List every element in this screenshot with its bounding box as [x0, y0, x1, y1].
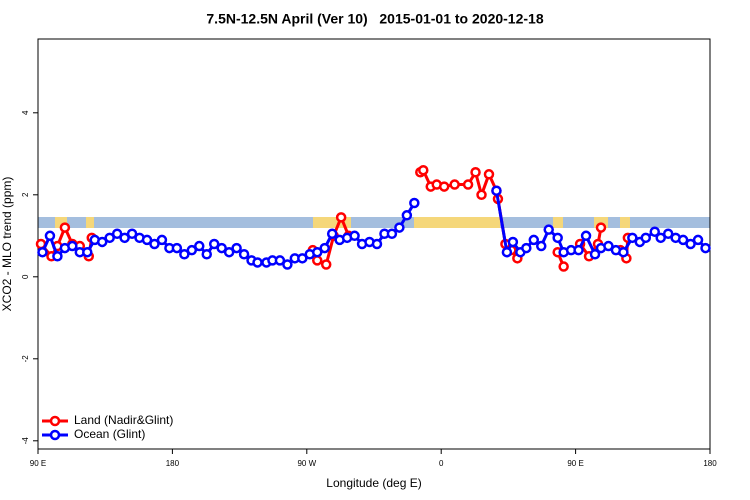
data-point — [326, 228, 338, 239]
data-point — [59, 222, 71, 233]
data-point — [501, 246, 513, 258]
data-point — [483, 169, 495, 180]
data-point — [580, 230, 592, 242]
legend-marker — [49, 429, 61, 441]
x-tick-label: 90 E — [567, 459, 583, 468]
data-point — [470, 167, 481, 178]
data-point — [589, 249, 601, 260]
data-point — [386, 228, 398, 239]
data-point — [491, 185, 502, 196]
data-point — [640, 232, 652, 244]
x-tick-label: 180 — [166, 459, 180, 468]
data-point — [297, 253, 308, 264]
data-point — [44, 230, 56, 242]
data-point — [126, 228, 138, 239]
data-point — [627, 232, 638, 244]
data-point — [216, 242, 227, 254]
land-band — [620, 217, 630, 228]
data-point — [685, 238, 696, 250]
data-point — [312, 255, 323, 266]
data-point — [111, 228, 123, 239]
data-point — [37, 246, 48, 258]
y-tick-label: 4 — [21, 110, 30, 115]
chart-title: 7.5N-12.5N April (Ver 10) 2015-01-01 to … — [206, 11, 543, 27]
data-point — [521, 242, 532, 254]
data-point — [528, 234, 540, 246]
data-point — [438, 181, 450, 192]
data-point — [476, 189, 487, 201]
data-point — [312, 246, 323, 258]
legend-marker — [49, 415, 61, 427]
data-point — [507, 236, 519, 248]
data-point — [558, 261, 569, 272]
data-point — [536, 240, 547, 252]
data-point — [274, 255, 286, 266]
data-point — [462, 179, 474, 190]
land-band — [313, 217, 351, 228]
data-point — [543, 224, 554, 235]
data-point — [119, 232, 130, 244]
land-band — [86, 217, 94, 228]
land-band — [553, 217, 563, 228]
y-tick-label: 0 — [21, 274, 30, 279]
data-point — [194, 240, 205, 252]
data-point — [223, 246, 235, 258]
land-band — [414, 217, 500, 228]
y-tick-label: 2 — [21, 192, 30, 197]
data-point — [552, 232, 563, 244]
land-band — [55, 217, 67, 228]
data-point — [179, 249, 190, 260]
x-tick-label: 90 W — [297, 459, 316, 468]
data-point — [171, 242, 183, 254]
data-point — [319, 242, 330, 254]
x-axis-label: Longitude (deg E) — [326, 476, 421, 490]
ocean-band — [38, 217, 710, 228]
data-point — [149, 238, 160, 250]
data-point — [238, 249, 250, 260]
data-point — [320, 259, 332, 270]
y-axis-label: XCO2 - MLO trend (ppm) — [0, 177, 14, 312]
data-point — [603, 240, 614, 252]
data-point — [104, 232, 115, 244]
data-point — [662, 228, 674, 239]
legend-label: Land (Nadir&Glint) — [74, 413, 173, 427]
data-point — [201, 249, 212, 260]
data-point — [67, 240, 78, 252]
data-point — [52, 251, 63, 262]
data-point — [282, 259, 293, 270]
data-point — [700, 242, 711, 254]
data-point — [618, 246, 629, 258]
y-tick-label: -4 — [21, 437, 30, 445]
legend-label: Ocean (Glint) — [74, 427, 145, 441]
data-point — [96, 236, 108, 248]
data-point — [449, 179, 460, 190]
data-point — [677, 234, 689, 246]
data-point — [418, 164, 429, 176]
data-point — [141, 234, 153, 246]
data-point — [208, 238, 220, 250]
y-tick-label: -2 — [21, 355, 30, 363]
data-point — [394, 222, 405, 233]
data-point — [156, 234, 168, 246]
data-point — [252, 257, 263, 268]
data-point — [649, 226, 660, 237]
data-point — [231, 242, 242, 254]
data-point — [335, 212, 347, 223]
x-tick-label: 0 — [439, 459, 444, 468]
data-point — [573, 244, 584, 256]
x-tick-label: 180 — [703, 459, 717, 468]
data-point — [401, 210, 413, 221]
map-band — [38, 217, 710, 228]
data-point — [82, 246, 93, 258]
data-point — [692, 234, 704, 246]
x-tick-label: 90 E — [30, 459, 46, 468]
data-point — [409, 197, 420, 209]
data-point — [186, 244, 198, 256]
data-point — [655, 232, 666, 244]
data-point — [371, 238, 383, 250]
data-point — [349, 230, 360, 242]
data-point — [595, 222, 607, 233]
